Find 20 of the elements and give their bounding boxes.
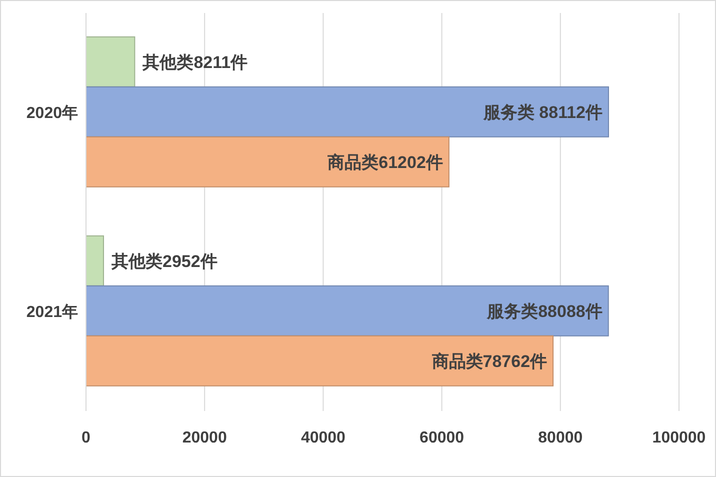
data-label: 其他类2952件 bbox=[110, 252, 218, 271]
x-tick-label: 40000 bbox=[300, 429, 346, 446]
data-label: 商品类61202件 bbox=[326, 152, 443, 172]
x-tick-label: 100000 bbox=[652, 429, 706, 446]
bar bbox=[86, 86, 610, 138]
x-tick-label: 0 bbox=[82, 429, 91, 446]
data-label: 其他类8211件 bbox=[142, 52, 248, 72]
bar bbox=[86, 335, 554, 386]
bar bbox=[86, 235, 104, 286]
x-tick-label: 60000 bbox=[420, 429, 464, 446]
bar bbox=[86, 136, 450, 188]
x-tick-label: 20000 bbox=[182, 429, 227, 446]
bar bbox=[86, 285, 609, 336]
bar bbox=[86, 36, 136, 88]
data-label: 服务类 88112件 bbox=[482, 102, 603, 122]
data-label: 服务类88088件 bbox=[486, 302, 602, 321]
y-tick-label: 2021年 bbox=[26, 303, 78, 322]
x-tick-label: 80000 bbox=[538, 429, 583, 446]
data-label: 商品类78762件 bbox=[430, 352, 548, 371]
y-tick-label: 2020年 bbox=[26, 104, 78, 122]
